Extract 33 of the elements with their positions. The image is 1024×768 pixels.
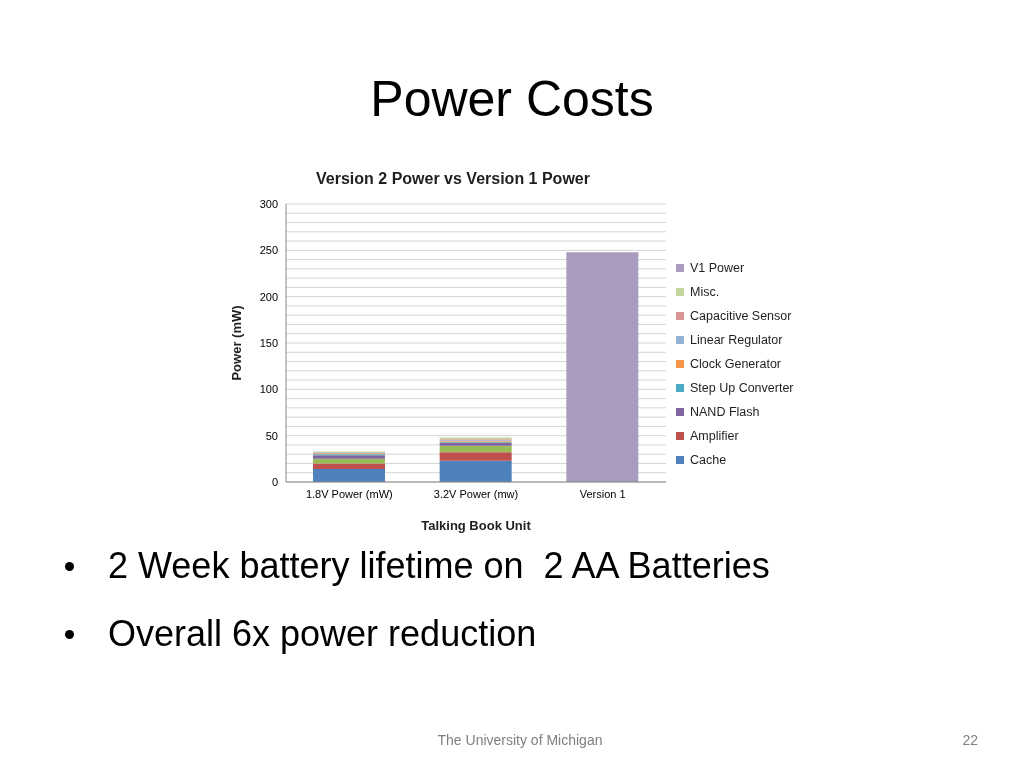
text: 2 Week battery lifetime on 2 AA Batteries [108,545,770,587]
text: 22 [961,732,978,748]
y-tick-label: 250 [259,244,278,257]
legend-label: V1 Power [690,261,745,275]
legend-label: NAND Flash [690,405,760,419]
y-tick-label: 300 [259,197,278,210]
y-tick-label: 150 [259,336,278,349]
bar [439,445,512,453]
y-tick-label: 200 [259,290,278,303]
chart-title: Power Costs [369,70,655,128]
x-tick-label: 1.8V Power (mW) [305,487,393,500]
x-tick-label: 3.2V Power (mw) [433,487,519,500]
legend-label: Clock Generator [690,357,782,371]
bar [566,252,639,482]
bar [439,452,512,461]
legend-label: Capacitive Sensor [690,309,792,323]
bar [313,463,385,470]
legend-label: Cache [690,453,727,467]
x-axis-title: Talking Book Unit [421,518,532,533]
legend-label: Linear Regulator [690,333,783,347]
x-tick-label: Version 1 [579,487,626,500]
y-tick-label: 0 [271,475,278,488]
bar [439,460,512,482]
chart-subtitle: Version 2 Power vs Version 1 Power [315,170,591,188]
legend-label: Misc. [690,285,720,299]
text: The University of Michigan [436,732,604,748]
text: Overall 6x power reduction [108,613,537,655]
legend-label: Amplifier [690,429,739,443]
y-tick-label: 50 [265,429,278,442]
y-tick-label: 100 [259,383,278,396]
y-axis-title: Power (mW) [228,305,244,381]
legend-label: Step Up Converter [690,381,794,395]
bar [313,469,385,482]
